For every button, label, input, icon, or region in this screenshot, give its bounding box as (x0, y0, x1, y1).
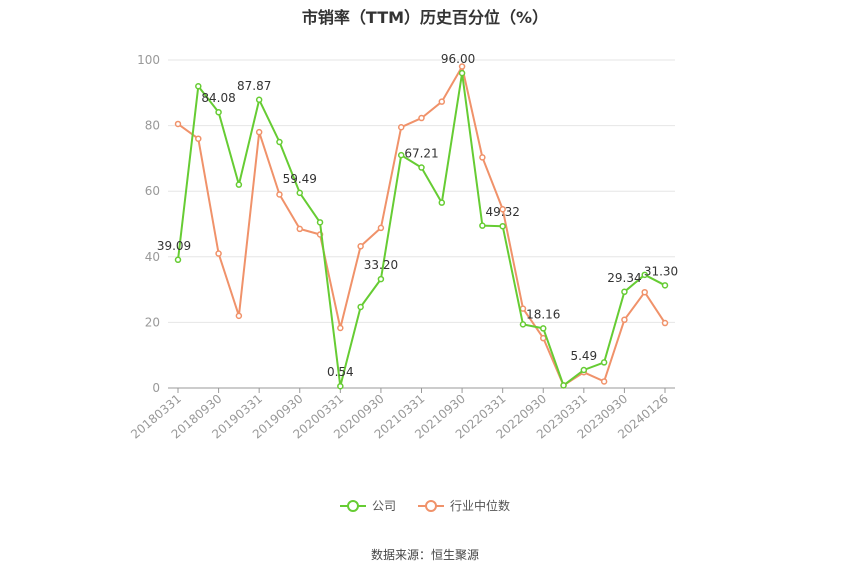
data-point[interactable] (255, 128, 263, 136)
series-line (177, 65, 666, 387)
data-point[interactable] (519, 321, 527, 328)
data-point[interactable] (418, 114, 425, 122)
data-point[interactable] (580, 366, 588, 374)
data-point[interactable] (337, 324, 344, 332)
y-tick-label: 100 (137, 53, 160, 67)
data-point[interactable] (600, 378, 608, 385)
source-text: 数据来源：恒生聚源 (370, 548, 479, 562)
data-point[interactable] (255, 96, 263, 104)
legend-item-industry-median[interactable]: 行业中位数 (418, 497, 510, 514)
data-point[interactable] (276, 138, 283, 146)
grid-lines (168, 59, 675, 323)
axes: 0204060801002018033120180930201903312019… (128, 53, 675, 442)
data-point[interactable] (661, 282, 669, 289)
data-point[interactable] (499, 205, 506, 213)
series-0 (174, 69, 669, 390)
data-point[interactable] (357, 303, 364, 311)
data-label: 5.49 (570, 349, 597, 363)
data-label: 59.49 (283, 172, 317, 186)
data-label: 31.30 (644, 264, 678, 278)
data-point[interactable] (215, 250, 222, 257)
data-point[interactable] (458, 69, 466, 77)
legend-item-company[interactable]: 公司 (339, 497, 396, 514)
legend-label-company: 公司 (371, 499, 396, 513)
data-point[interactable] (397, 123, 405, 131)
data-label: 0.54 (327, 365, 354, 379)
data-point[interactable] (458, 63, 466, 70)
y-tick-label: 80 (145, 119, 160, 133)
data-point[interactable] (235, 181, 243, 188)
data-point[interactable] (418, 164, 425, 171)
data-point[interactable] (174, 120, 182, 128)
data-point[interactable] (316, 219, 324, 226)
legend-company-icon (339, 499, 366, 512)
data-point[interactable] (174, 256, 182, 264)
data-label: 33.20 (364, 258, 398, 272)
data-point[interactable] (215, 108, 222, 116)
data-point[interactable] (661, 319, 669, 327)
data-point[interactable] (600, 359, 608, 366)
data-label: 87.87 (237, 79, 271, 93)
data-label: 39.09 (157, 239, 191, 253)
data-point[interactable] (479, 222, 486, 229)
data-point[interactable] (519, 305, 527, 312)
y-tick-label: 20 (145, 315, 160, 329)
legend: 公司 行业中位数 (0, 497, 850, 514)
series-lines (174, 63, 669, 390)
data-point[interactable] (397, 151, 405, 159)
data-point[interactable] (377, 275, 385, 283)
data-point[interactable] (621, 316, 628, 324)
data-point[interactable] (296, 189, 303, 197)
data-point[interactable] (499, 222, 506, 230)
legend-industry-icon (418, 499, 444, 512)
data-point[interactable] (641, 271, 648, 279)
data-point[interactable] (276, 191, 283, 198)
series-1 (174, 63, 669, 389)
data-point[interactable] (560, 382, 567, 389)
data-point[interactable] (641, 288, 648, 296)
data-point[interactable] (621, 288, 628, 296)
data-point[interactable] (195, 82, 202, 90)
data-point[interactable] (438, 98, 446, 105)
data-label: 18.16 (526, 307, 560, 321)
chart-title: 市销率（TTM）历史百分位（%） (301, 8, 549, 27)
legend-label-industry-median: 行业中位数 (450, 499, 511, 513)
y-tick-label: 0 (152, 381, 160, 395)
data-point[interactable] (357, 243, 364, 250)
y-tick-label: 40 (145, 250, 160, 264)
data-label: 96.00 (441, 52, 475, 66)
data-label: 67.21 (404, 147, 438, 161)
data-point[interactable] (479, 154, 486, 161)
data-point[interactable] (296, 225, 303, 233)
data-point[interactable] (377, 224, 385, 232)
data-point[interactable] (540, 325, 547, 332)
data-label: 29.34 (607, 271, 641, 285)
y-tick-label: 60 (145, 184, 160, 198)
data-point[interactable] (438, 199, 446, 206)
data-point[interactable] (540, 334, 547, 342)
data-label: 84.08 (201, 91, 235, 105)
data-label: 49.32 (485, 205, 519, 219)
data-point[interactable] (337, 382, 344, 390)
data-point[interactable] (235, 312, 243, 320)
data-point[interactable] (195, 135, 202, 142)
